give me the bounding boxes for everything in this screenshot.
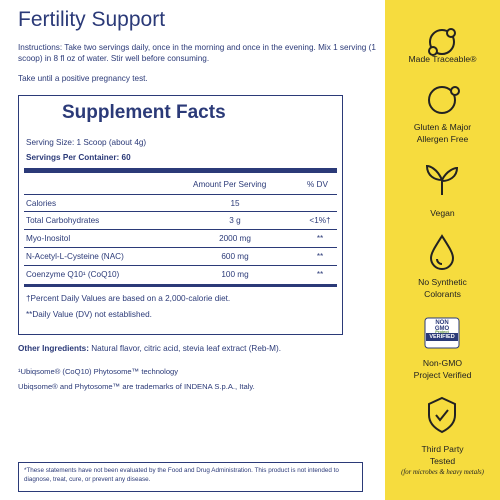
row-name: N-Acetyl-L-Cysteine (NAC) [26, 252, 124, 261]
seal-line: NON [435, 320, 449, 326]
badge-label: No Synthetic [418, 277, 467, 287]
rule [24, 211, 337, 212]
badge-label: Colorants [424, 289, 461, 299]
ingredients: Other Ingredients: Natural flavor, citri… [18, 343, 281, 354]
row-amount: 600 mg [221, 252, 249, 261]
row-amount: 100 mg [221, 270, 249, 279]
ingredients-text: Natural flavor, citric acid, stevia leaf… [91, 344, 281, 353]
badge-label: Non-GMO [422, 358, 463, 368]
seal-line: GMO [434, 326, 450, 332]
badge-label: Made Traceable® [408, 54, 477, 64]
footnote: †Percent Daily Values are based on a 2,0… [26, 294, 231, 303]
row-dv: ** [316, 252, 324, 261]
row-name: Coenzyme Q10¹ (CoQ10) [26, 270, 120, 279]
row-dv: <1%† [309, 216, 331, 225]
seal-line: Project [435, 329, 449, 334]
badge-label: Vegan [430, 208, 455, 218]
badge-sub: (for microbes & heavy metals) [401, 469, 484, 476]
row-dv: ** [316, 270, 324, 279]
rule [24, 265, 337, 266]
row-amount: 15 [230, 199, 240, 208]
drop-icon [429, 234, 455, 270]
column-head: Amount Per Serving [193, 180, 267, 189]
badge-label: Gluten & Major [413, 122, 472, 132]
row-name: Myo-Inositol [26, 234, 71, 243]
row-name: Total Carbohydrates [26, 216, 100, 225]
row-dv: ** [316, 234, 324, 243]
trademark-note: Ubiqsome® and Phytosome™ are trademarks … [18, 382, 255, 391]
row-amount: 2000 mg [219, 234, 251, 243]
traceable-icon [428, 28, 456, 56]
badge-icons [424, 28, 460, 434]
non-gmo-seal [424, 317, 460, 349]
row-name: Calories [26, 199, 57, 208]
rule [24, 168, 337, 173]
trademark-note: ¹Ubiqsome® (CoQ10) Phytosome™ technology [18, 367, 179, 376]
badge-label: Third Party [421, 444, 464, 454]
facts-title: Supplement Facts [62, 102, 226, 123]
ingredients-label: Other Ingredients: [18, 344, 89, 353]
badge-label: Tested [429, 456, 456, 466]
instructions-label: Instructions: [18, 43, 63, 52]
title: Fertility Support [18, 8, 166, 31]
footnote: **Daily Value (DV) not established. [26, 310, 152, 319]
instructions: Instructions: Take two servings daily, o… [18, 42, 378, 64]
servings-per-container: Servings Per Container: 60 [26, 153, 131, 162]
instructions-text: Take two servings daily, once in the mor… [18, 43, 376, 63]
rule [24, 194, 337, 195]
disclaimer: *These statements have not been evaluate… [18, 462, 363, 492]
badge-label: Project Verified [413, 370, 472, 380]
row-amount: 3 g [229, 216, 241, 225]
seal-line: VERIFIED [429, 334, 455, 340]
rule [24, 247, 337, 248]
shield-icon [428, 396, 456, 434]
column-head: % DV [307, 180, 328, 189]
badge-label: Allergen Free [416, 134, 469, 144]
rule [24, 284, 337, 287]
note: Take until a positive pregnancy test. [18, 74, 148, 83]
allergen-icon [428, 86, 460, 114]
vegan-icon [425, 164, 459, 195]
facts-box [18, 95, 343, 335]
rule [24, 229, 337, 230]
serving-size: Serving Size: 1 Scoop (about 4g) [26, 138, 147, 147]
